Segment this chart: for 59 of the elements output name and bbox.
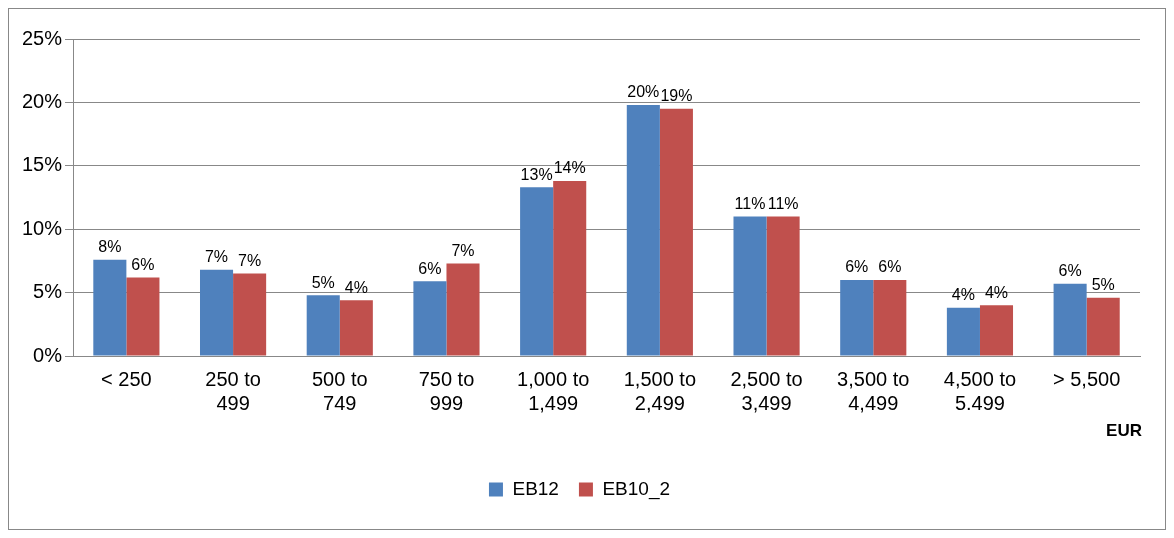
bar (659, 108, 693, 356)
x-tick-label: 4,500 to 5.499 (943, 367, 1017, 414)
bar (766, 216, 800, 356)
bar (1086, 297, 1120, 356)
legend-label: EB10_2 (602, 477, 671, 500)
bar (339, 300, 373, 356)
data-label: 19% (660, 87, 693, 105)
data-label: 6% (131, 255, 155, 273)
data-label: 7% (204, 248, 229, 266)
data-label: 11% (767, 194, 799, 212)
x-tick-label: 3,500 to 4,499 (837, 367, 910, 414)
y-tick-label: 15% (22, 153, 63, 176)
x-tick-label: 1,500 to 2,499 (623, 367, 697, 414)
data-label: 6% (845, 258, 869, 276)
x-tick-label: 500 to 749 (311, 367, 368, 414)
bar (200, 269, 234, 356)
data-label: 7% (451, 241, 475, 259)
bar (979, 305, 1014, 356)
bar (873, 279, 907, 356)
data-label: 5% (311, 273, 335, 291)
bar (306, 295, 340, 356)
data-label: 4% (984, 283, 1009, 301)
y-tick-label: 25% (22, 26, 63, 49)
bar (840, 279, 874, 356)
x-tick-label: 2,500 to 3,499 (730, 367, 803, 414)
data-label: 6% (1058, 262, 1082, 280)
data-label: 4% (951, 286, 975, 304)
x-tick-label: 750 to 999 (418, 367, 475, 414)
x-axis-title: EUR (1106, 420, 1142, 440)
bar (446, 263, 480, 356)
data-label: 6% (418, 259, 442, 277)
x-tick-label: 1,000 to 1,499 (517, 367, 590, 414)
data-label: 11% (734, 194, 766, 212)
data-label: 8% (98, 238, 122, 256)
bar (520, 187, 554, 356)
y-tick-label: 20% (22, 89, 63, 112)
y-tick-label: 5% (33, 280, 63, 303)
x-tick-label: > 5,500 (1053, 367, 1121, 390)
data-label: 5% (1091, 276, 1115, 294)
bar (233, 273, 267, 356)
bar (553, 181, 587, 356)
data-label: 13% (520, 165, 553, 183)
data-label: 14% (553, 159, 586, 177)
data-label: 20% (627, 83, 660, 101)
bar (946, 307, 980, 356)
data-label: 4% (344, 278, 368, 296)
bar (626, 104, 660, 356)
bar (413, 281, 447, 356)
data-label: 6% (878, 258, 902, 276)
y-tick-label: 10% (22, 216, 63, 239)
bar (126, 277, 160, 356)
data-label: 7% (238, 251, 262, 269)
y-tick-label: 0% (33, 343, 63, 366)
x-tick-label: 250 to 499 (205, 367, 261, 414)
bar (93, 259, 127, 356)
x-tick-label: < 250 (101, 367, 152, 390)
legend-label: EB12 (512, 477, 559, 499)
bar (1053, 283, 1087, 356)
bar (733, 216, 767, 356)
